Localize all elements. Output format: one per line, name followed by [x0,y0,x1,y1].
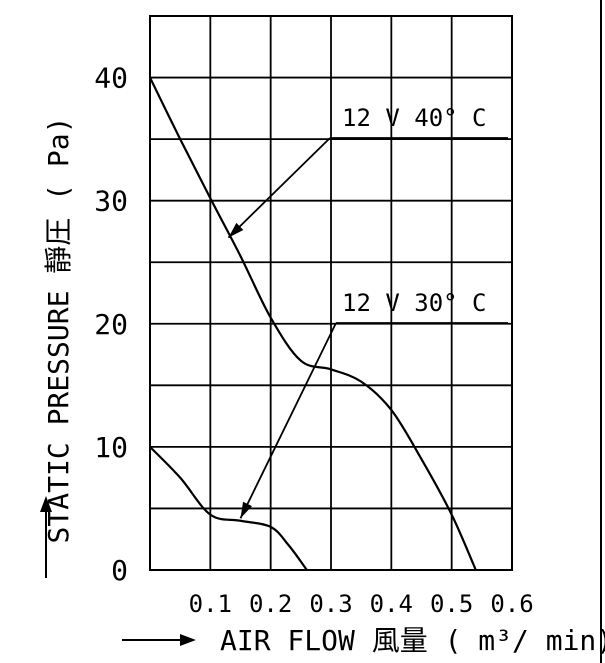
annotation-label: 12 V 40° C [342,104,487,132]
y-axis-label: STATIC PRESSURE 靜圧 ( Pa) [42,117,75,544]
series-line-1 [149,77,477,571]
x-tick-label: 0.6 [490,590,533,618]
y-tick-label: 20 [94,308,128,341]
y-tick-label: 40 [94,62,128,95]
y-axis-arrow [40,496,52,578]
x-axis-arrow [122,634,196,646]
x-tick-label: 0.2 [249,590,292,618]
annotations: 12 V 40° C 12 V 30° C [227,104,508,519]
y-tick-label: 10 [94,431,128,464]
series-lines [149,77,477,571]
x-tick-label: 0.1 [189,590,232,618]
x-tick-label: 0.4 [370,590,413,618]
annotation-leader [227,137,331,239]
annotation-arrowhead [228,222,244,238]
annotation-leader [239,322,337,519]
y-tick-label: 0 [111,554,128,587]
annotation-arrowhead [240,501,253,519]
y-axis-label-group: STATIC PRESSURE 靜圧 ( Pa) [42,117,75,544]
y-tick-label: 30 [94,185,128,218]
x-tick-label: 0.5 [430,590,473,618]
x-axis-label: AIR FLOW 風量 ( m³/ min) [220,624,605,657]
tick-labels: 0.1 0.2 0.3 0.4 0.5 0.6 0 10 20 30 40 [94,62,533,618]
annotation-label: 12 V 30° C [342,289,487,317]
series-line-2 [149,446,308,571]
x-tick-label: 0.3 [309,590,352,618]
